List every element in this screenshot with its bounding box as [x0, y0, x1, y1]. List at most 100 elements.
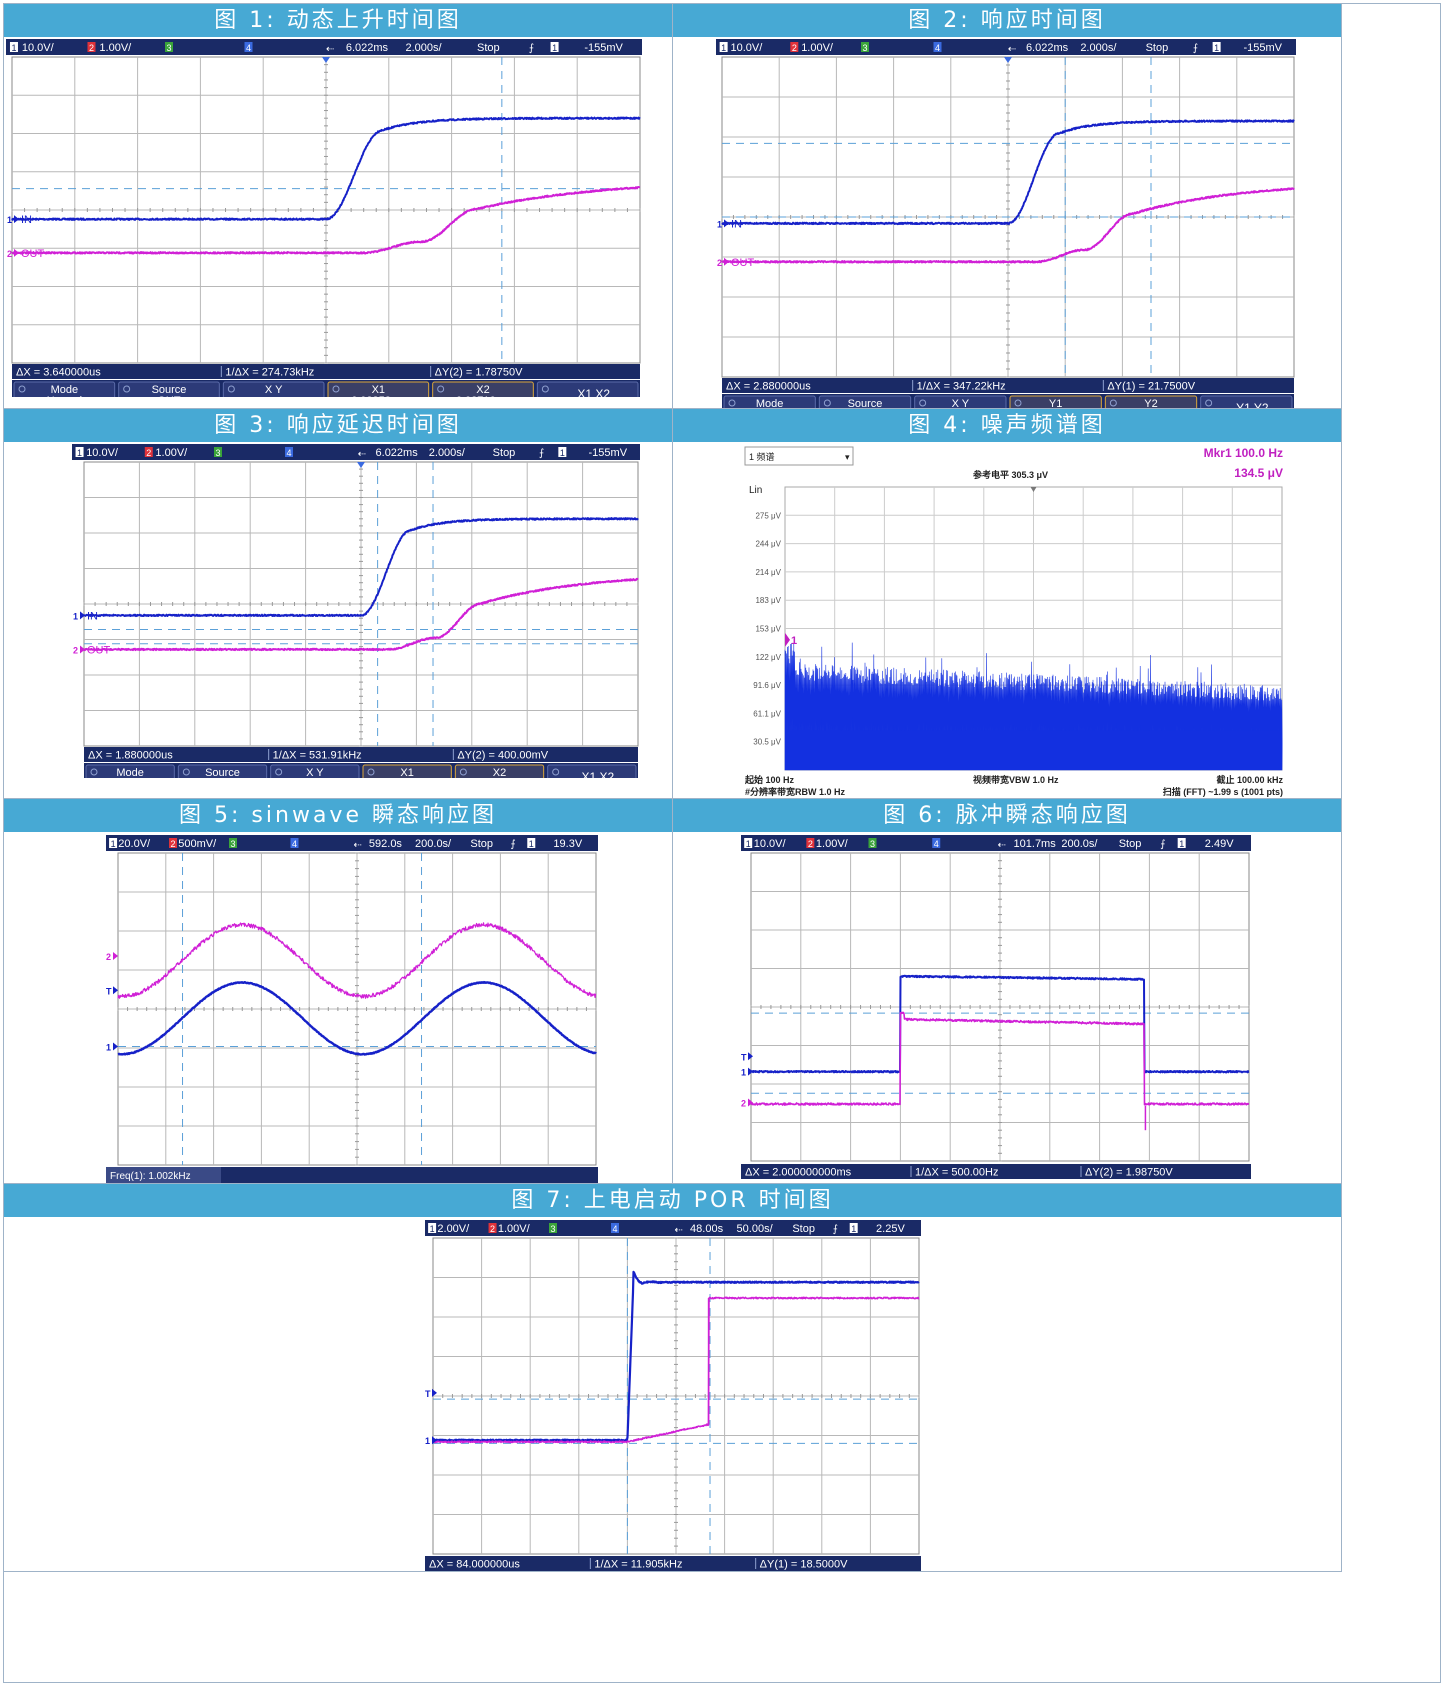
softkey-label: X Y — [306, 767, 324, 778]
softkey-2[interactable] — [177, 764, 268, 778]
ch2-out-waveform — [83, 577, 639, 652]
channel-name: IN — [87, 610, 98, 622]
trigger-position-marker — [1004, 57, 1012, 63]
channel-marker: 2 — [7, 249, 12, 259]
trigger-level: -155mV — [589, 447, 628, 459]
channel-marker: T — [106, 986, 112, 996]
ch2-scale: 1.00V/ — [99, 42, 132, 54]
channel-marker: 1 — [741, 1068, 746, 1078]
oscilloscope-screen: 1 10.0V/2 1.00V/3 4 ⇠ 6.022ms 2.000s/Stop ⨍ 1 -15… — [72, 444, 640, 778]
softkey-3[interactable] — [222, 381, 325, 397]
softkey-6[interactable] — [1200, 395, 1293, 409]
channel-marker-arrow — [724, 219, 729, 228]
softkey-4[interactable] — [1009, 395, 1102, 409]
ch1-in-waveform — [721, 119, 1295, 226]
softkey-5[interactable] — [454, 764, 545, 778]
timebase-value: 2.000s/ — [1080, 42, 1117, 54]
softkey-label: X1 X2 — [577, 387, 610, 397]
ch1-scale: 10.0V/ — [86, 447, 119, 459]
ch4-badge: 4 — [246, 43, 251, 53]
figure-grid: 图 1: 动态上升时间图 1 10.0V/2 1.00V/3 4 ⇠ 6.022ms 2.00… — [3, 3, 1441, 1683]
ch3-badge: 3 — [863, 43, 868, 53]
marker-amplitude: 134.5 μV — [1234, 466, 1283, 480]
softkey-1[interactable] — [723, 395, 816, 409]
trigger-edge-icon: ⨍ — [1193, 43, 1198, 54]
trig-src-badge: 1 — [560, 448, 565, 458]
measurement-readout: ΔX = 1.880000us 1/ΔX = 531.91kHz ΔY(2) = 4… — [84, 747, 638, 762]
channel-marker-arrow — [724, 257, 729, 266]
softkey-label: Y1 Y2 — [1236, 401, 1269, 409]
trigger-position-marker — [357, 462, 365, 468]
timebase-value: 200.0s/ — [1061, 838, 1098, 850]
readout-delta-y: ΔY(2) = 400.00mV — [457, 750, 548, 762]
timebase-value: 2.000s/ — [405, 42, 442, 54]
trigger-edge-icon: ⨍ — [510, 839, 515, 850]
timebase-value: 2.000s/ — [429, 447, 466, 459]
softkey-6[interactable] — [547, 764, 637, 778]
trig-src-badge: 1 — [1179, 839, 1184, 849]
channel-marker-arrow — [113, 951, 118, 960]
oscilloscope-screen: 1 2.00V/2 1.00V/3 4 ⇠ 48.00s 50.00s/Stop ⨍ 1 2.25… — [425, 1220, 921, 1571]
trigger-position-marker — [322, 57, 330, 63]
ch2-scale: 1.00V/ — [816, 838, 849, 850]
scope-header: 1 2.00V/2 1.00V/3 4 ⇠ 48.00s 50.00s/Stop ⨍ 1 2.25… — [425, 1220, 921, 1236]
ch1-scale: 10.0V/ — [22, 42, 55, 54]
y-tick-label: 214 μV — [755, 568, 781, 577]
softkey-1[interactable] — [85, 764, 175, 778]
softkey-3[interactable] — [914, 395, 1007, 409]
softkey-value: 6.02716ms — [456, 395, 511, 397]
vbw-setting: 视频带宽VBW 1.0 Hz — [973, 774, 1059, 785]
softkey-5[interactable] — [432, 381, 534, 397]
softkey-1[interactable] — [13, 381, 116, 397]
readout-freq: 1/ΔX = 274.73kHz — [225, 367, 314, 379]
trig-src-badge: 1 — [851, 1224, 856, 1234]
timebase-value: 200.0s/ — [415, 838, 452, 850]
channel-marker-arrow — [14, 248, 19, 257]
softkey-2[interactable] — [818, 395, 912, 409]
ch2-sine-waveform — [117, 922, 597, 999]
softkey-4[interactable] — [362, 764, 452, 778]
trigger-delay-icon: ⇠ — [358, 449, 367, 460]
trig-src-badge: 1 — [552, 43, 557, 53]
readout-freq: 1/ΔX = 347.22kHz — [917, 381, 1006, 393]
softkey-2[interactable] — [118, 381, 220, 397]
channel-marker-arrow — [80, 611, 85, 620]
softkey-value: ✓ — [269, 395, 278, 397]
softkey-bar: ModeNormalSourceOUTX Y✓X16.02236msX26.02… — [84, 763, 638, 778]
trace-dropdown[interactable] — [744, 446, 854, 466]
softkey-5[interactable] — [1104, 395, 1198, 409]
softkey-6[interactable] — [536, 381, 639, 397]
softkey-bar: ModeNormal SourceOUT X Y✓ X16.02352ms X26.02… — [12, 380, 640, 397]
channel-marker: T — [741, 1052, 747, 1062]
ch2-scale: 1.00V/ — [155, 447, 188, 459]
softkey-4[interactable] — [327, 381, 430, 397]
softkey-value: 6.02352ms — [351, 395, 406, 397]
channel-marker-arrow — [14, 215, 19, 224]
scope-header: 1 10.0V/2 1.00V/3 4 ⇠ 101.7ms 200.0s/Stop ⨍ 1 2.4… — [741, 835, 1251, 851]
ch1-badge: 1 — [111, 839, 116, 849]
oscilloscope-screen: 1 10.0V/2 1.00V/3 4 ⇠ 6.022ms 2.000s/Stop ⨍ 1 -15… — [716, 39, 1296, 409]
ch4-badge: 4 — [287, 448, 292, 458]
channel-marker: 1 — [425, 1436, 430, 1446]
marker-1-arrow[interactable] — [785, 632, 790, 647]
figure-caption: 图 4: 噪声频谱图 — [673, 409, 1341, 442]
delay-value: 101.7ms — [1014, 838, 1057, 850]
marker-1-label: 1 — [791, 635, 797, 647]
channel-marker: T — [425, 1389, 431, 1399]
readout-delta-x: ΔX = 2.880000us — [726, 381, 811, 393]
softkey-label: Y2 — [1144, 398, 1157, 409]
channel-marker-arrow — [432, 1436, 437, 1445]
ch1-badge: 1 — [721, 43, 726, 53]
readout-delta-y: ΔY(2) = 1.98750V — [1085, 1167, 1173, 1179]
channel-marker: 1 — [106, 1042, 111, 1052]
ch4-badge: 4 — [935, 43, 940, 53]
channel-marker-arrow — [748, 1067, 753, 1076]
channel-marker: 2 — [741, 1098, 746, 1108]
softkey-3[interactable] — [270, 764, 360, 778]
trigger-edge-icon: ⨍ — [1160, 839, 1165, 850]
channel-marker-arrow — [748, 1052, 753, 1061]
delay-value: 6.022ms — [346, 42, 389, 54]
y-tick-label: 183 μV — [755, 596, 781, 605]
trigger-delay-icon: ⇠ — [354, 840, 363, 851]
oscilloscope-screen: 1 10.0V/2 1.00V/3 4 ⇠ 6.022ms 2.000s/Stop ⨍ 1 -15… — [6, 39, 642, 397]
